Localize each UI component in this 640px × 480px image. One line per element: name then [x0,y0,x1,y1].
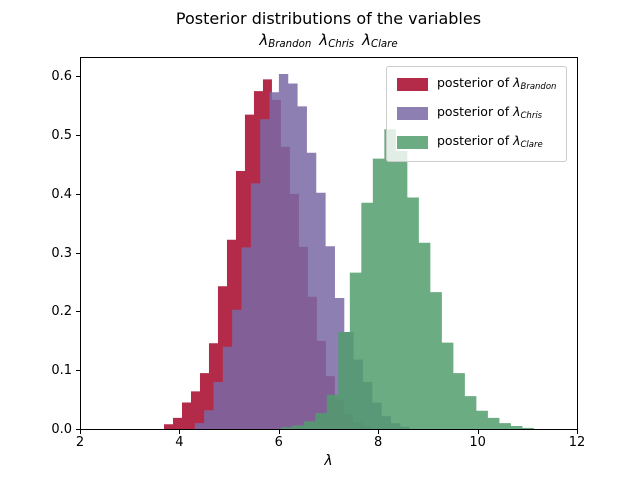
x-tick-label: 2 [75,435,85,450]
legend-label-Brandon: posterior of λBrandon [437,75,557,92]
x-tick-mark [577,430,578,434]
plot-area [163,74,534,429]
chart-title: Posterior distributions of the variables [175,9,482,28]
x-tick-label: 10 [469,435,486,450]
x-tick-label: 4 [175,435,184,450]
y-tick-mark [76,193,80,195]
lambda-symbol: λ [319,31,329,49]
variable-subscript: Chris [520,110,543,121]
axis-spine-right [577,57,578,430]
y-tick-mark [76,370,80,372]
chart-subtitle: λBrandon λChris λClare [80,31,577,54]
lambda-symbol: λ [513,75,521,90]
x-tick-mark [477,430,479,434]
x-tick-mark [80,430,81,434]
y-tick-label: 0.4 [51,186,72,202]
y-tick-mark [76,252,80,254]
x-tick-mark [278,430,280,434]
legend-row-Chris: posterior of λChris [397,104,556,124]
histogram-Chris [194,74,410,429]
subtitle-variable-Chris: λChris [319,31,355,51]
y-tick-mark [76,135,80,137]
legend-swatch-Chris [397,107,428,121]
legend-row-Clare: posterior of λClare [397,133,556,153]
x-tick-mark [378,430,380,434]
subtitle-variable-Clare: λClare [362,31,398,51]
legend-label-Clare: posterior of λClare [437,132,543,150]
y-tick-label: 0.0 [51,422,72,437]
x-tick-label: 12 [568,435,586,450]
y-tick-label: 0.5 [51,128,72,144]
legend-label-Chris: posterior of λChris [437,103,543,121]
lambda-symbol: λ [513,103,521,119]
legend-swatch-Clare [397,136,428,150]
lambda-symbol: λ [513,132,521,148]
variable-subscript: Clare [370,39,398,51]
axis-spine-left [80,57,81,430]
y-tick-label: 0.1 [51,363,72,379]
variable-subscript: Brandon [520,81,557,92]
histogram-Clare [280,129,534,429]
variable-subscript: Clare [520,139,543,150]
legend: posterior of λBrandon posterior of λChris… [386,66,568,162]
variable-subscript: Chris [328,39,355,51]
subtitle-variable-Brandon: λBrandon [259,31,312,51]
axis-spine-bottom [80,429,578,430]
y-tick-mark [76,311,80,313]
axis-spine-top [80,57,578,58]
x-tick-label: 6 [274,435,283,450]
y-tick-label: 0.6 [51,69,72,85]
lambda-symbol: λ [259,31,269,49]
y-tick-label: 0.2 [51,304,72,320]
variable-subscript: Brandon [268,39,312,51]
lambda-symbol: λ [362,31,371,49]
legend-row-Brandon: posterior of λBrandon [397,75,556,95]
y-tick-label: 0.3 [51,245,72,261]
x-tick-mark [179,430,181,434]
x-tick-label: 8 [374,435,383,450]
y-tick-mark [76,429,80,430]
legend-swatch-Brandon [397,78,428,92]
y-tick-mark [76,76,80,78]
x-axis-label: λ [324,453,333,469]
